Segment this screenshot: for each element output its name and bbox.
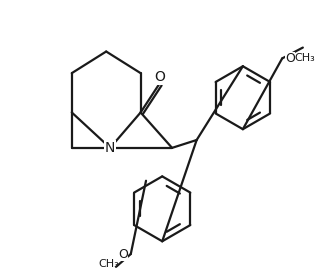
Text: O: O xyxy=(285,52,295,65)
Text: CH₃: CH₃ xyxy=(98,259,119,269)
Text: O: O xyxy=(154,70,165,84)
Text: N: N xyxy=(105,141,115,155)
Text: CH₃: CH₃ xyxy=(294,53,315,63)
Text: O: O xyxy=(118,248,128,261)
